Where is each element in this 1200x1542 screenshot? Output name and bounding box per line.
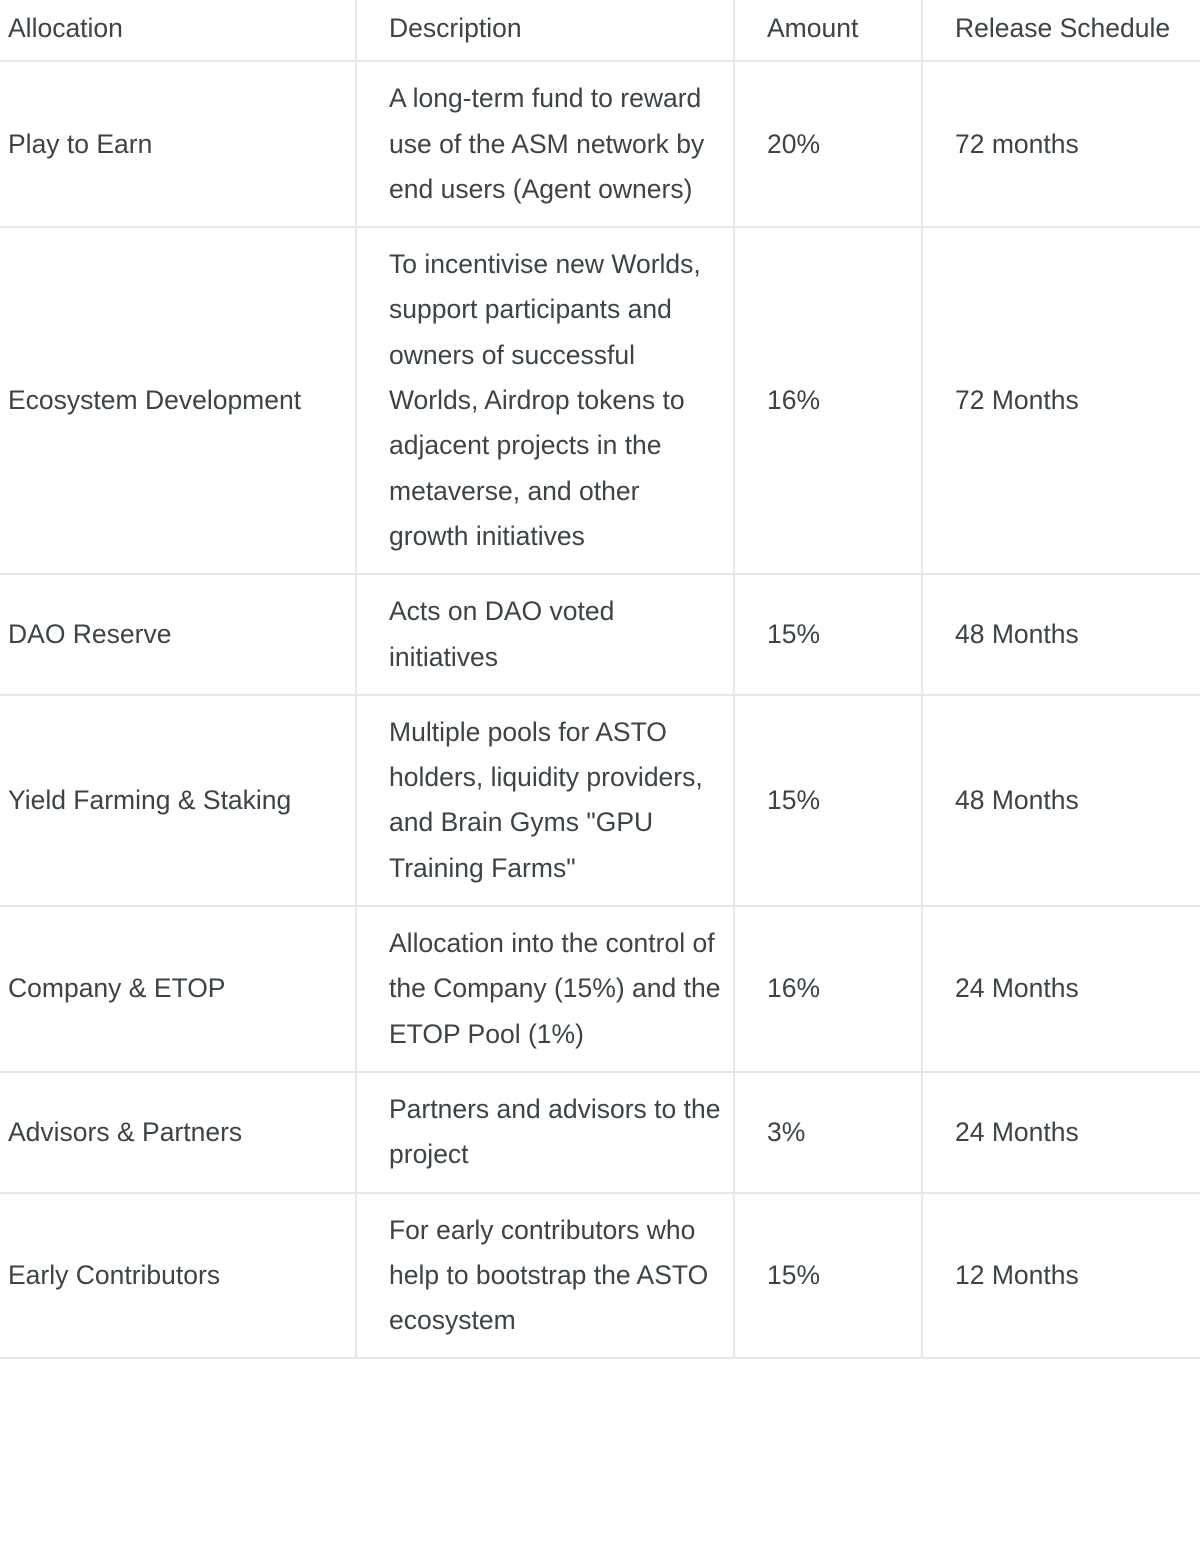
header-release-schedule: Release Schedule — [921, 0, 1200, 63]
allocation-cell: Advisors & Partners — [0, 1071, 356, 1194]
amount-cell: 16% — [733, 227, 922, 576]
description-cell: Acts on DAO voted initiatives — [355, 574, 734, 696]
header-description: Description — [355, 0, 734, 63]
table-row: Advisors & Partners Partners and advisors… — [0, 1071, 1200, 1194]
description-cell: Partners and advisors to the project — [355, 1071, 734, 1194]
release-schedule-cell: 48 Months — [921, 694, 1200, 908]
table-row: Early Contributors For early contributors… — [0, 1192, 1200, 1360]
release-schedule-cell: 72 Months — [921, 227, 1200, 576]
release-schedule-cell: 72 months — [921, 61, 1200, 229]
release-schedule-cell: 12 Months — [921, 1192, 1200, 1360]
release-schedule-cell: 48 Months — [921, 574, 1200, 696]
token-allocation-table: Allocation Description Amount Release Sc… — [0, 0, 1200, 1360]
allocation-cell: Early Contributors — [0, 1192, 356, 1360]
amount-cell: 3% — [733, 1071, 922, 1194]
header-amount: Amount — [733, 0, 922, 63]
header-allocation: Allocation — [0, 0, 356, 63]
allocation-cell: Ecosystem Development — [0, 227, 356, 576]
table-row: Company & ETOP Allocation into the contro… — [0, 906, 1200, 1073]
table-row: DAO Reserve Acts on DAO voted initiatives… — [0, 574, 1200, 696]
description-cell: A long-term fund to reward use of the AS… — [355, 61, 734, 229]
table-row: Ecosystem Development To incentivise new … — [0, 227, 1200, 576]
description-cell: Multiple pools for ASTO holders, liquidi… — [355, 694, 734, 908]
description-cell: For early contributors who help to boots… — [355, 1192, 734, 1360]
header-row: Allocation Description Amount Release Sc… — [0, 0, 1200, 63]
description-cell: To incentivise new Worlds, support parti… — [355, 227, 734, 576]
allocation-cell: Company & ETOP — [0, 906, 356, 1073]
table-row: Yield Farming & Staking Multiple pools fo… — [0, 694, 1200, 908]
release-schedule-cell: 24 Months — [921, 906, 1200, 1073]
amount-cell: 20% — [733, 61, 922, 229]
amount-cell: 16% — [733, 906, 922, 1073]
amount-cell: 15% — [733, 1192, 922, 1360]
allocation-cell: Yield Farming & Staking — [0, 694, 356, 908]
table-row: Play to Earn A long-term fund to reward u… — [0, 61, 1200, 229]
release-schedule-cell: 24 Months — [921, 1071, 1200, 1194]
description-cell: Allocation into the control of the Compa… — [355, 906, 734, 1073]
allocation-cell: DAO Reserve — [0, 574, 356, 696]
amount-cell: 15% — [733, 574, 922, 696]
allocation-cell: Play to Earn — [0, 61, 356, 229]
amount-cell: 15% — [733, 694, 922, 908]
